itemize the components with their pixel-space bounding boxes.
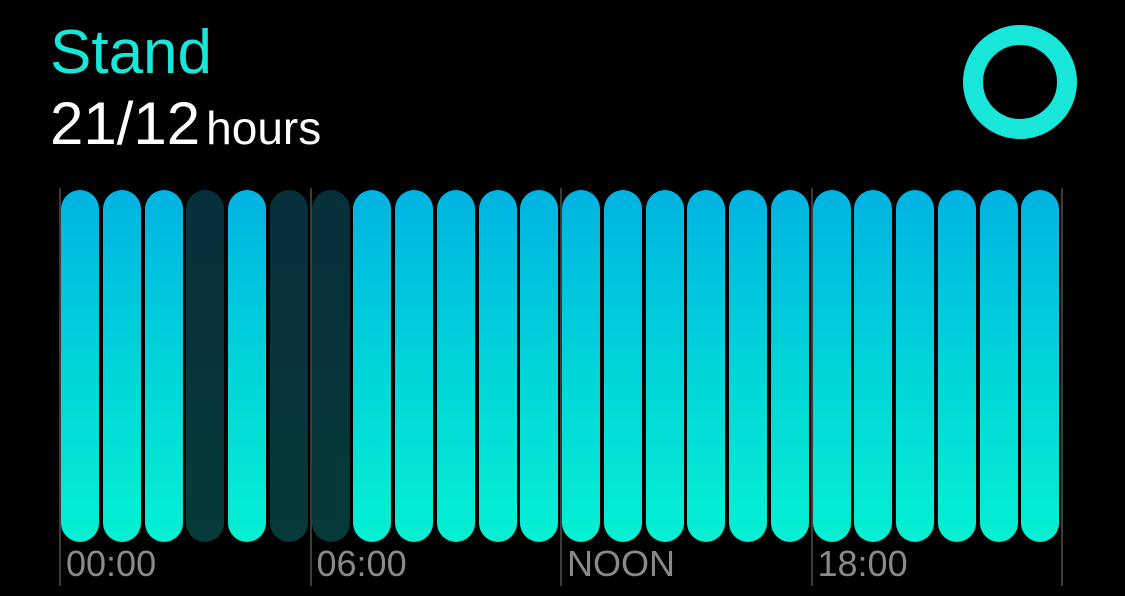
hour-bar-17 [770,190,809,542]
page-title: Stand [50,18,213,87]
stand-hours-value: 21/12 hours [50,94,321,154]
hour-bar-06 [311,190,350,542]
x-tick-label: 00:00 [66,543,157,584]
hour-bar-21 [937,190,976,542]
hour-bar-18 [812,190,851,542]
hour-bar-03 [186,190,225,542]
hour-bar-19 [854,190,893,542]
hour-bar-01 [102,190,141,542]
x-tick-label: 18:00 [817,543,908,584]
hour-bar-14 [645,190,684,542]
hour-bar-05 [269,190,308,542]
hour-bar-22 [979,190,1018,542]
gridline-24 [1061,188,1063,586]
gridline-6 [309,188,312,586]
stand-hours-count: 21/12 [50,90,201,157]
hour-bar-07 [353,190,392,542]
hour-bar-09 [436,190,475,542]
hour-bar-10 [478,190,517,542]
hour-bar-08 [395,190,433,542]
x-tick-label: NOON [567,543,675,584]
gridline-18 [810,188,813,586]
x-tick-label: 06:00 [316,543,407,584]
stand-goal-ring[interactable] [962,24,1078,140]
hour-bar-00 [61,190,99,542]
hour-bar-20 [896,190,934,542]
stand-ring-icon [963,25,1077,139]
gridline-0 [59,188,61,586]
hour-bar-13 [603,190,642,542]
hour-bar-02 [144,190,183,542]
hour-bar-16 [729,190,767,542]
hour-bar-12 [562,190,600,542]
hour-bar-11 [520,190,559,542]
stand-hours-unit: hours [206,102,322,154]
gridline-12 [560,188,562,586]
hour-bar-23 [1021,190,1060,542]
hour-bar-04 [228,190,266,542]
arrow-up-icon [1004,62,1036,103]
hour-bar-15 [687,190,726,542]
